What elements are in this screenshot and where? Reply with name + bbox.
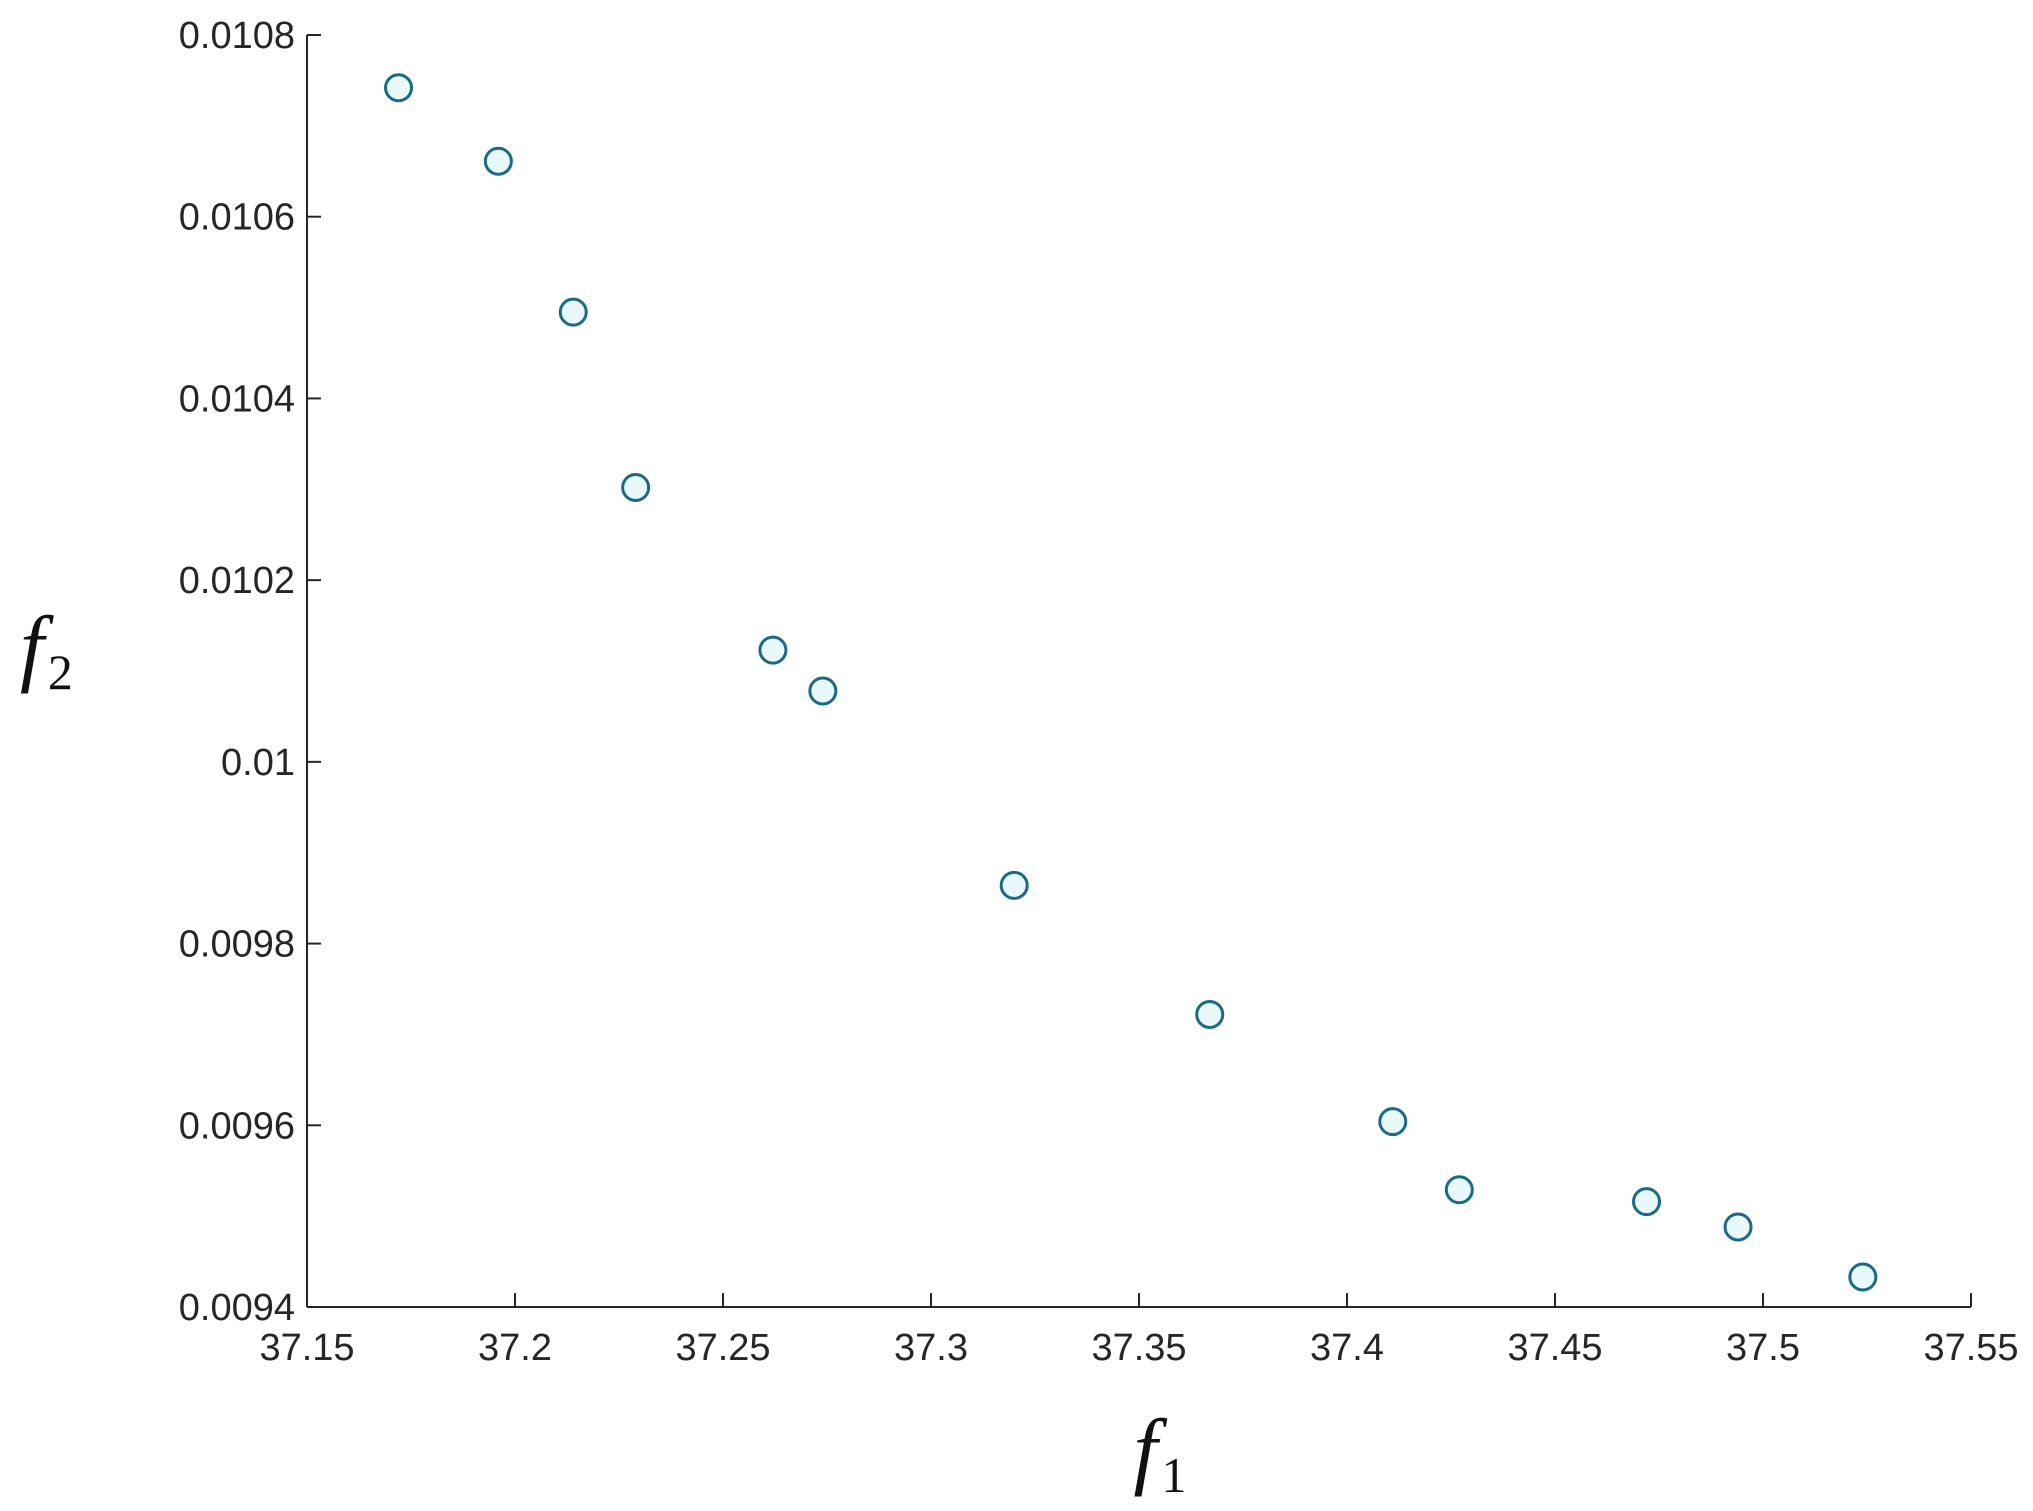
x-tick-label: 37.4 (1310, 1327, 1384, 1369)
x-tick-label: 37.55 (1923, 1327, 2018, 1369)
data-point (1848, 1262, 1878, 1292)
data-point (999, 870, 1029, 900)
y-tick-label: 0.0102 (179, 560, 295, 602)
data-point (808, 676, 838, 706)
y-tick-label: 0.0098 (179, 924, 295, 966)
data-point (384, 73, 414, 103)
data-point (621, 472, 651, 502)
y-axis-label-subscript: 2 (48, 644, 73, 700)
data-point (1723, 1212, 1753, 1242)
y-tick-label: 0.0096 (179, 1105, 295, 1147)
x-axis-label: f1 (1134, 1401, 1187, 1503)
y-tick-label: 0.0106 (179, 197, 295, 239)
y-tick-label: 0.0094 (179, 1287, 295, 1329)
data-point (1444, 1175, 1474, 1205)
x-ticks: 37.15 37.2 37.25 37.3 37.35 37.4 37.45 37.5 37.5… (259, 1293, 2019, 1369)
x-tick-label: 37.35 (1091, 1327, 1186, 1369)
y-tick-label: 0.01 (221, 742, 295, 784)
y-axis-label: f2 (20, 598, 73, 700)
data-point (483, 146, 513, 176)
x-tick-label: 37.2 (478, 1327, 552, 1369)
x-tick-label: 37.15 (259, 1327, 354, 1369)
axes (306, 35, 1971, 1308)
x-axis-label-subscript: 1 (1161, 1447, 1186, 1503)
data-points (384, 73, 1878, 1292)
data-point (758, 635, 788, 665)
data-point (558, 297, 588, 327)
data-point (1378, 1107, 1408, 1137)
y-ticks: 0.0094 0.0096 0.0098 0.01 0.0102 0.0104 0.0106… (179, 15, 321, 1329)
data-point (1632, 1187, 1662, 1217)
x-tick-label: 37.25 (675, 1327, 770, 1369)
x-tick-label: 37.3 (894, 1327, 968, 1369)
y-tick-label: 0.0104 (179, 378, 295, 420)
y-tick-label: 0.0108 (179, 15, 295, 57)
data-point (1195, 999, 1225, 1029)
x-tick-label: 37.45 (1507, 1327, 1602, 1369)
x-tick-label: 37.5 (1726, 1327, 1800, 1369)
